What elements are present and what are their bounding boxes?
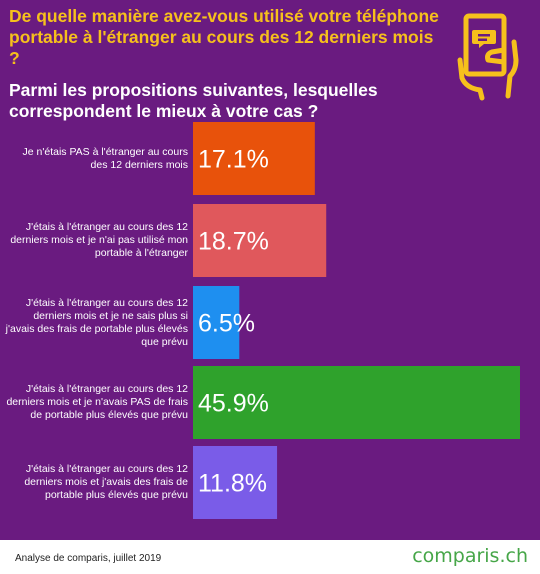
source-note: Analyse de comparis, juillet 2019 (15, 553, 162, 564)
bar-value-label-1: 17.1% (198, 146, 269, 174)
bar-value-label-5: 11.8% (198, 470, 267, 498)
bar-value-label-4: 45.9% (198, 390, 269, 418)
bar-value-label-2: 18.7% (198, 228, 269, 256)
bar-3 (193, 286, 240, 359)
bar-2 (193, 204, 327, 277)
bar-chart: 17.1% 18.7% 6.5% 45.9% 11.8% (193, 122, 520, 519)
hand-holding-phone-chat-icon (457, 13, 519, 101)
question-subtitle: Parmi les propositions suivantes, lesque… (9, 80, 378, 121)
category-label-1: Je n'étais PAS à l'étranger au cours des… (22, 145, 189, 171)
category-label-5: J'étais à l'étranger au cours des 12 der… (24, 463, 188, 501)
category-label-3: J'étais à l'étranger au cours des 12 der… (5, 296, 188, 348)
footer: Analyse de comparis, juillet 2019 compar… (0, 540, 540, 574)
question-title: De quelle manière avez-vous utilisé votr… (9, 6, 439, 68)
bar-value-label-3: 6.5% (198, 310, 255, 338)
bar-4 (193, 366, 520, 439)
bar-5 (193, 446, 278, 519)
brand-logo: comparis.ch (412, 545, 528, 567)
category-label-2: J'étais à l'étranger au cours des 12 der… (10, 221, 188, 259)
category-label-4: J'étais à l'étranger au cours des 12 der… (6, 383, 188, 421)
chart-panel: De quelle manière avez-vous utilisé votr… (0, 0, 540, 540)
bar-1 (193, 122, 315, 195)
